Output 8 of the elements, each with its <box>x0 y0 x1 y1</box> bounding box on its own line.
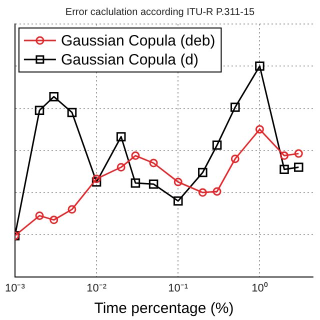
x-tick-label: 10⁰ <box>252 281 268 294</box>
x-tick-label: 10⁻¹ <box>168 282 188 294</box>
chart-title: Error caclulation according ITU-R P.311-15 <box>65 6 256 18</box>
legend-label: Gaussian Copula (d) <box>60 52 199 69</box>
legend-label: Gaussian Copula (deb) <box>60 32 216 50</box>
x-axis-title: Time percentage (%) <box>94 300 234 318</box>
x-tick-label: 10⁻² <box>86 282 107 294</box>
x-tick-label: 10⁻³ <box>4 282 26 294</box>
